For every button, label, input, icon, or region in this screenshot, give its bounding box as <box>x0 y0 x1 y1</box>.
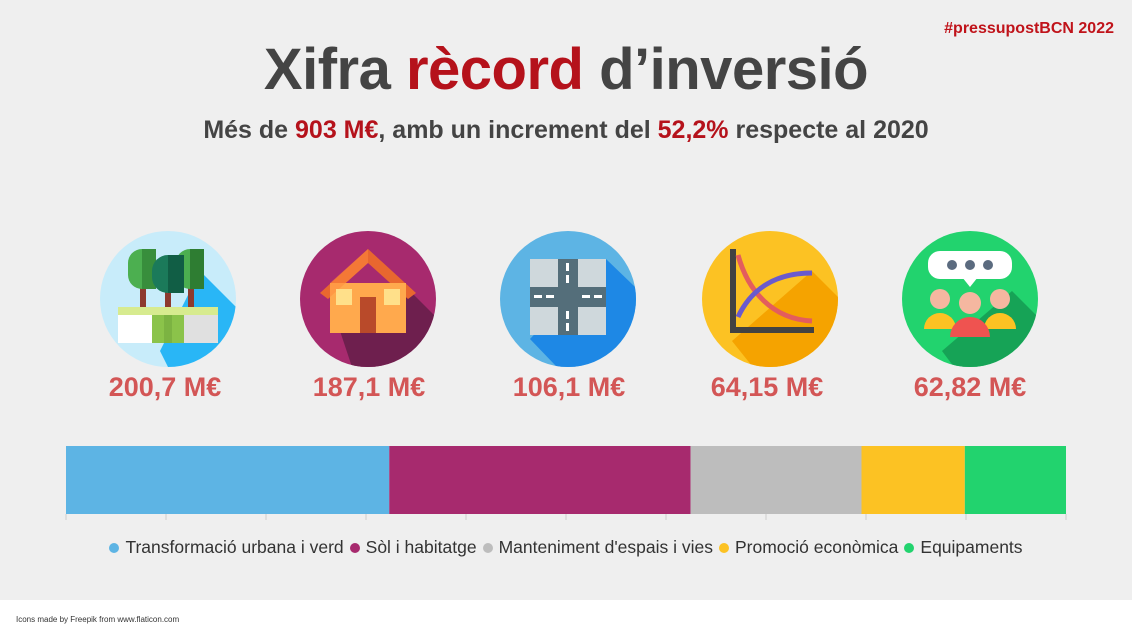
subtitle-mid: , amb un increment del <box>378 116 658 144</box>
subtitle-pre: Més de <box>203 116 296 144</box>
subtitle-post: respecte al 2020 <box>728 116 929 144</box>
amount-promocio-economica: 64,15 M€ <box>710 372 824 402</box>
footer: Icons made by Freepik from www.flaticon.… <box>0 600 1132 637</box>
bar-segment-2 <box>389 446 691 514</box>
footer-credit: Icons made by Freepik from www.flaticon.… <box>16 615 180 624</box>
bar-segment-4 <box>861 446 965 514</box>
bar-segment-1 <box>66 446 390 514</box>
subtitle: Més de 903 M€, amb un increment del 52,2… <box>0 116 1132 145</box>
title-highlight: rècord <box>405 37 584 102</box>
bar-segment-3 <box>690 446 862 514</box>
legend-item: Sòl i habitatge <box>349 537 477 558</box>
amount-equipaments: 62,82 M€ <box>913 372 1027 402</box>
subtitle-percent: 52,2% <box>657 116 729 144</box>
legend-dot <box>718 542 729 553</box>
legend-item: Equipaments <box>904 537 1023 558</box>
legend-label: Transformació urbana i verd <box>125 537 344 557</box>
hashtag: #pressupostBCN 2022 <box>944 20 1114 37</box>
amount-transformacio-urbana: 200,7 M€ <box>108 372 222 402</box>
bar-segment-5 <box>964 446 1066 514</box>
legend-label: Sòl i habitatge <box>365 537 477 557</box>
legend-item: Promoció econòmica <box>718 537 899 558</box>
house-icon <box>300 231 436 367</box>
legend-label: Promoció econòmica <box>734 537 899 557</box>
road-crossing-icon <box>500 231 636 367</box>
chart-legend: Transformació urbana i verd Sòl i habitat… <box>0 537 1132 558</box>
title-part-1: Xifra <box>263 37 406 102</box>
page-title: Xifra rècord d’inversió <box>0 36 1132 103</box>
trees-park-icon <box>100 231 236 367</box>
legend-dot <box>109 542 120 553</box>
title-part-2: d’inversió <box>583 37 869 102</box>
economic-curve-chart-icon <box>702 231 838 367</box>
legend-dot <box>349 542 360 553</box>
amount-sol-habitatge: 187,1 M€ <box>312 372 426 402</box>
people-meeting-icon <box>902 231 1038 367</box>
amount-manteniment: 106,1 M€ <box>512 372 626 402</box>
legend-label: Manteniment d'espais i vies <box>498 537 713 557</box>
legend-dot <box>482 542 493 553</box>
legend-item: Manteniment d'espais i vies <box>482 537 713 558</box>
legend-label: Equipaments <box>920 537 1023 557</box>
subtitle-amount: 903 M€ <box>295 116 379 144</box>
legend-item: Transformació urbana i verd <box>109 537 344 558</box>
legend-dot <box>904 542 915 553</box>
stacked-bar-chart <box>65 446 1067 520</box>
